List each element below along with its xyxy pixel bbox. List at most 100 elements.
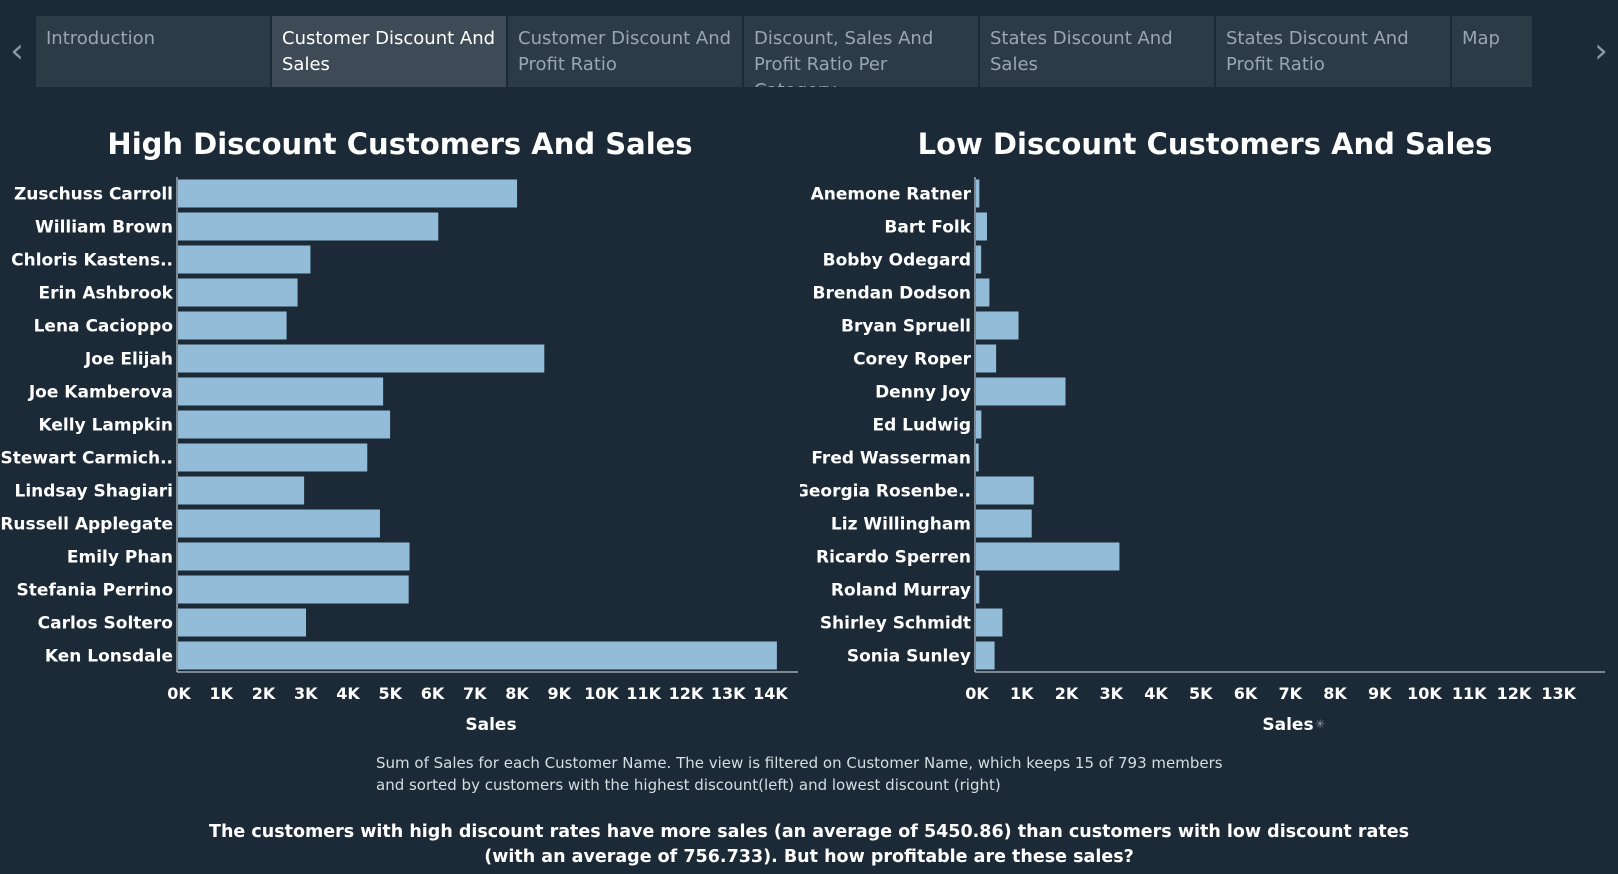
low-category-label: Georgia Rosenbe.. [800, 482, 971, 502]
high-category-label: Carlos Soltero [38, 614, 173, 634]
caption-line-1: Sum of Sales for each Customer Name. The… [376, 754, 1223, 772]
low-x-tick-label: 5K [1189, 684, 1213, 703]
low-bar[interactable] [976, 311, 1019, 340]
high-bar[interactable] [178, 179, 518, 208]
low-category-label: Shirley Schmidt [820, 614, 971, 634]
low-x-tick-label: 13K [1541, 684, 1576, 703]
pin-icon[interactable]: ✳ [1315, 717, 1325, 731]
low-x-tick-label: 10K [1407, 684, 1442, 703]
low-category-label: Anemone Ratner [811, 185, 972, 205]
low-category-label: Brendan Dodson [813, 284, 972, 304]
chart-title-low-discount: Low Discount Customers And Sales [917, 127, 1493, 161]
low-category-label: Sonia Sunley [847, 647, 971, 667]
high-bar[interactable] [178, 344, 545, 373]
low-bar[interactable] [976, 245, 982, 274]
high-category-label: Joe Kamberova [28, 383, 173, 403]
story-tabs: Introduction Customer Discount And Sales… [36, 16, 1584, 87]
high-bar[interactable] [178, 542, 410, 571]
story-navigation: ‹ Introduction Customer Discount And Sal… [0, 16, 1618, 87]
low-bar[interactable] [976, 344, 997, 373]
low-category-label: Corey Roper [853, 350, 972, 370]
high-category-label: William Brown [35, 218, 173, 238]
high-bar[interactable] [178, 608, 307, 637]
high-bar[interactable] [178, 278, 298, 307]
high-bar[interactable] [178, 443, 368, 472]
high-x-tick-label: 2K [252, 684, 276, 703]
low-x-axis-title: Sales [1262, 715, 1313, 735]
low-bar[interactable] [976, 410, 982, 439]
high-category-label: Lena Cacioppo [34, 317, 173, 337]
tab-introduction[interactable]: Introduction [36, 16, 270, 87]
high-bar[interactable] [178, 509, 380, 538]
high-bar[interactable] [178, 410, 391, 439]
low-x-tick-label: 4K [1144, 684, 1168, 703]
low-bar[interactable] [976, 575, 980, 604]
high-bar[interactable] [178, 575, 409, 604]
low-bar[interactable] [976, 278, 990, 307]
high-bar[interactable] [178, 311, 287, 340]
chart-title-high-discount: High Discount Customers And Sales [107, 127, 693, 161]
low-bar[interactable] [976, 443, 979, 472]
high-x-tick-label: 7K [463, 684, 487, 703]
low-category-label: Fred Wasserman [811, 449, 971, 469]
chevron-right-icon[interactable]: › [1594, 31, 1608, 71]
high-x-tick-label: 13K [711, 684, 746, 703]
low-category-label: Ed Ludwig [872, 416, 971, 436]
high-category-label: Joe Elijah [84, 350, 173, 370]
high-x-axis-title: Sales [465, 715, 516, 735]
high-x-tick-label: 14K [753, 684, 788, 703]
low-x-tick-label: 8K [1323, 684, 1347, 703]
high-x-tick-label: 6K [421, 684, 445, 703]
high-category-label: Chloris Kastens.. [11, 251, 173, 271]
tab-customer-discount-and-profit-ratio[interactable]: Customer Discount And Profit Ratio [508, 16, 742, 87]
low-category-label: Ricardo Sperren [816, 548, 971, 568]
high-x-tick-label: 4K [336, 684, 360, 703]
low-category-label: Liz Willingham [831, 515, 971, 535]
summary-text: The customers with high discount rates h… [200, 820, 1418, 870]
high-bar[interactable] [178, 641, 777, 670]
low-category-label: Bryan Spruell [841, 317, 971, 337]
low-category-label: Denny Joy [875, 383, 971, 403]
low-category-label: Roland Murray [831, 581, 971, 601]
tab-customer-discount-and-sales[interactable]: Customer Discount And Sales [272, 16, 506, 87]
chart-caption: Sum of Sales for each Customer Name. The… [376, 752, 1276, 796]
high-bar[interactable] [178, 245, 311, 274]
high-x-tick-label: 10K [584, 684, 619, 703]
high-category-label: Stefania Perrino [17, 581, 173, 601]
high-discount-bar-chart: Zuschuss Carroll William Brown Chloris Kas… [0, 177, 798, 735]
low-x-tick-label: 12K [1497, 684, 1532, 703]
high-x-tick-label: 9K [547, 684, 571, 703]
low-x-tick-label: 6K [1234, 684, 1258, 703]
low-bar[interactable] [976, 377, 1066, 406]
high-x-tick-label: 3K [294, 684, 318, 703]
low-x-tick-label: 7K [1278, 684, 1302, 703]
low-x-tick-label: 9K [1368, 684, 1392, 703]
low-bar[interactable] [976, 641, 995, 670]
low-bar[interactable] [976, 608, 1003, 637]
low-bar[interactable] [976, 509, 1032, 538]
high-category-label: Lindsay Shagiari [15, 482, 174, 502]
low-x-tick-label: 0K [965, 684, 989, 703]
high-category-label: Stewart Carmich.. [1, 449, 173, 469]
low-x-tick-label: 11K [1452, 684, 1487, 703]
tab-discount-sales-profit-ratio-per-category[interactable]: Discount, Sales And Profit Ratio Per Cat… [744, 16, 978, 87]
low-x-tick-label: 1K [1010, 684, 1034, 703]
high-category-label: Erin Ashbrook [39, 284, 174, 304]
low-x-tick-label: 3K [1099, 684, 1123, 703]
high-x-tick-label: 12K [669, 684, 704, 703]
high-bar[interactable] [178, 476, 305, 505]
low-category-label: Bobby Odegard [823, 251, 971, 271]
tab-map[interactable]: Map [1452, 16, 1532, 87]
high-category-label: Ken Lonsdale [45, 647, 173, 667]
low-bar[interactable] [976, 476, 1034, 505]
high-bar[interactable] [178, 377, 384, 406]
low-bar[interactable] [976, 212, 987, 241]
high-category-label: Emily Phan [67, 548, 173, 568]
high-x-tick-label: 8K [505, 684, 529, 703]
chevron-left-icon[interactable]: ‹ [10, 31, 24, 71]
tab-states-discount-and-profit-ratio[interactable]: States Discount And Profit Ratio [1216, 16, 1450, 87]
low-bar[interactable] [976, 542, 1120, 571]
low-bar[interactable] [976, 179, 980, 208]
tab-states-discount-and-sales[interactable]: States Discount And Sales [980, 16, 1214, 87]
high-bar[interactable] [178, 212, 439, 241]
